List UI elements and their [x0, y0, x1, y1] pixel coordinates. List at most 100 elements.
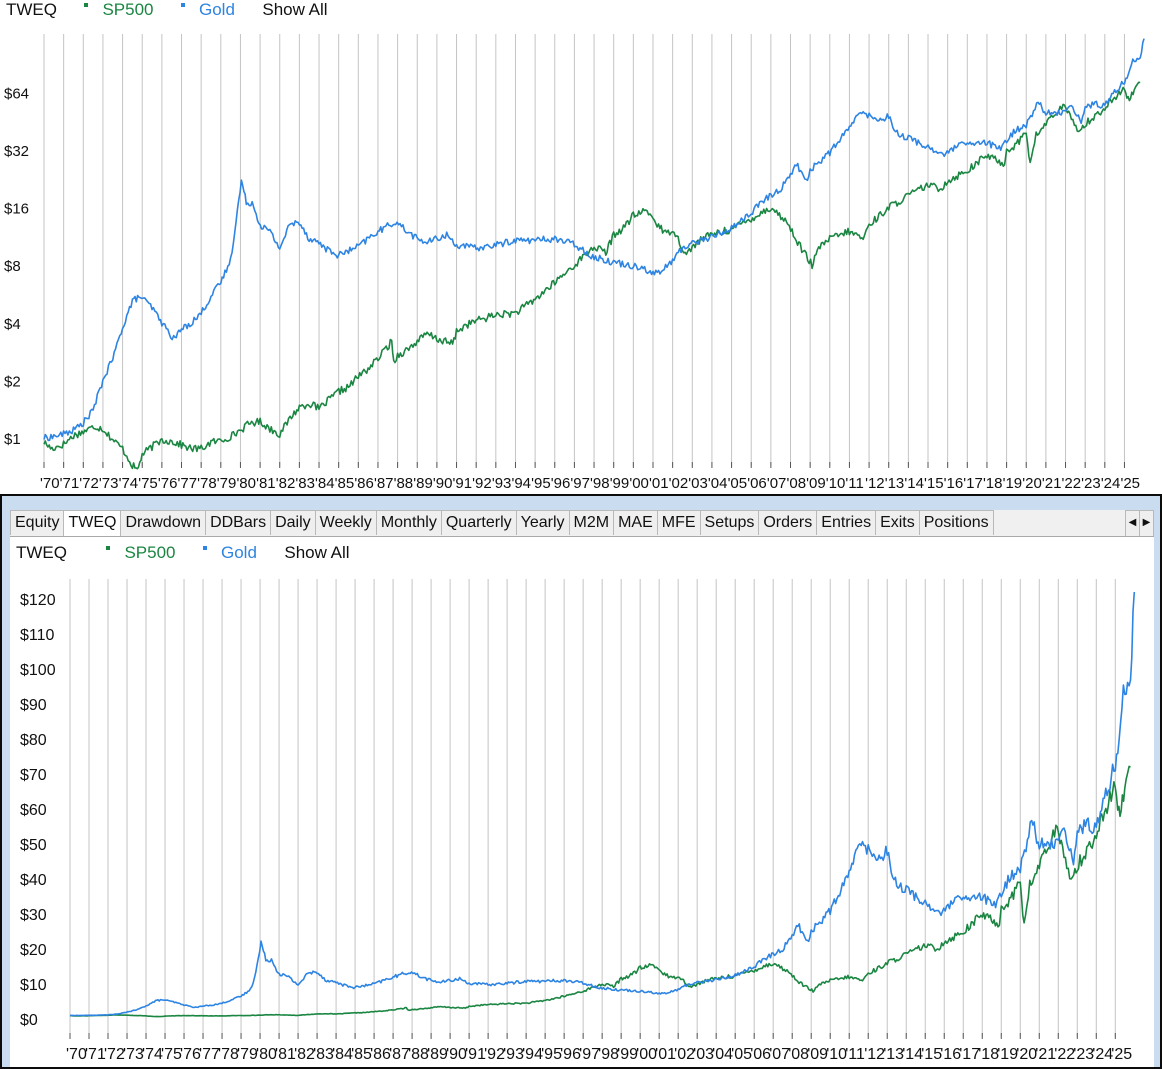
y-tick-label: $100 — [20, 662, 56, 679]
tab-yearly[interactable]: Yearly — [515, 510, 570, 535]
y-tick-label: $8 — [4, 258, 21, 275]
x-tick-label: '15 — [921, 1046, 942, 1063]
tab-setups[interactable]: Setups — [699, 510, 760, 535]
x-tick-label: '86 — [354, 475, 374, 492]
x-tick-label: '73 — [99, 475, 119, 492]
series-line-sp500 — [43, 81, 1141, 470]
x-tick-label: '96 — [560, 1046, 581, 1063]
tab-exits[interactable]: Exits — [875, 510, 920, 535]
x-tick-label: '87 — [374, 475, 394, 492]
x-tick-label: '71 — [85, 1046, 106, 1063]
x-tick-label: '84 — [332, 1046, 353, 1063]
tab-ddbars[interactable]: DDBars — [205, 510, 272, 535]
y-tick-label: $2 — [4, 373, 21, 390]
y-tick-label: $0 — [20, 1012, 38, 1029]
x-tick-label: '89 — [413, 475, 433, 492]
show-all-button[interactable]: Show All — [262, 0, 328, 19]
x-tick-label: '72 — [104, 1046, 125, 1063]
tab-daily[interactable]: Daily — [270, 510, 316, 535]
y-tick-label: $20 — [20, 942, 47, 959]
tab-mfe[interactable]: MFE — [656, 510, 701, 535]
x-tick-label: '92 — [472, 475, 492, 492]
x-tick-label: '76 — [180, 1046, 201, 1063]
x-tick-label: '13 — [883, 1046, 904, 1063]
tab-mae[interactable]: MAE — [613, 510, 658, 535]
x-tick-label: '04 — [712, 1046, 733, 1063]
x-tick-label: '22 — [1062, 475, 1082, 492]
x-tick-label: '93 — [492, 475, 512, 492]
x-tick-label: '14 — [904, 475, 924, 492]
x-tick-label: '18 — [983, 475, 1003, 492]
y-tick-label: $70 — [20, 767, 47, 784]
x-tick-label: '11 — [845, 1046, 865, 1063]
x-tick-label: '09 — [806, 475, 826, 492]
x-tick-label: '88 — [408, 1046, 429, 1063]
x-tick-label: '78 — [218, 1046, 239, 1063]
series-line-sp500 — [69, 765, 1131, 1018]
x-tick-label: '20 — [1022, 475, 1042, 492]
x-tick-label: '84 — [315, 475, 335, 492]
legend-sp500[interactable]: SP500 — [102, 0, 154, 19]
y-tick-label: $90 — [20, 697, 47, 714]
x-tick-label: '02 — [674, 1046, 695, 1063]
legend-sp500[interactable]: SP500 — [124, 543, 176, 562]
x-tick-label: '82 — [276, 475, 296, 492]
sp500-swatch-icon — [106, 546, 111, 550]
tab-positions[interactable]: Positions — [918, 510, 994, 535]
x-tick-label: '12 — [864, 1046, 885, 1063]
tab-m2m[interactable]: M2M — [568, 510, 615, 535]
x-tick-label: '06 — [747, 475, 767, 492]
x-tick-label: '98 — [598, 1046, 619, 1063]
tab-monthly[interactable]: Monthly — [375, 510, 442, 535]
x-tick-label: '05 — [728, 475, 748, 492]
tab-entries[interactable]: Entries — [816, 510, 877, 535]
legend-gold[interactable]: Gold — [198, 0, 235, 19]
tab-tweq[interactable]: TWEQ — [63, 510, 122, 536]
x-tick-label: '03 — [693, 1046, 714, 1063]
x-tick-label: '70 — [40, 475, 60, 492]
x-tick-label: '06 — [750, 1046, 771, 1063]
top-legend: TWEQ SP500 Gold Show All — [6, 0, 328, 20]
tab-scroll-right-icon[interactable]: ▶ — [1139, 510, 1154, 536]
y-tick-label: $120 — [20, 592, 56, 609]
x-tick-label: '00 — [629, 475, 649, 492]
x-tick-label: '17 — [963, 475, 983, 492]
x-tick-label: '16 — [944, 475, 964, 492]
x-tick-label: '16 — [940, 1046, 961, 1063]
tab-weekly[interactable]: Weekly — [314, 510, 377, 535]
x-tick-label: '07 — [767, 475, 787, 492]
y-tick-label: $16 — [4, 201, 29, 218]
x-tick-label: '97 — [570, 475, 590, 492]
x-tick-label: '21 — [1042, 475, 1062, 492]
tab-orders[interactable]: Orders — [758, 510, 818, 535]
y-tick-label: $32 — [4, 143, 29, 160]
y-tick-label: $1 — [4, 431, 21, 448]
x-tick-label: '02 — [669, 475, 689, 492]
y-tick-label: $10 — [20, 977, 47, 994]
x-tick-label: '72 — [79, 475, 99, 492]
y-tick-label: $110 — [20, 627, 55, 644]
gold-swatch-icon — [202, 546, 207, 550]
x-tick-label: '04 — [708, 475, 728, 492]
tab-bar: Equity TWEQ Drawdown DDBars Daily Weekly Month… — [10, 510, 1154, 537]
tab-scroll-left-icon[interactable]: ◀ — [1125, 510, 1140, 536]
y-tick-label: $64 — [4, 85, 29, 102]
x-tick-label: '25 — [1120, 475, 1140, 492]
tab-drawdown[interactable]: Drawdown — [120, 510, 207, 535]
top-log-chart: '70'71'72'73'74'75'76'77'78'79'80'81'82 '… — [4, 34, 1145, 492]
x-tick-label: '85 — [335, 475, 355, 492]
x-tick-label: '77 — [199, 1046, 220, 1063]
x-tick-label: '94 — [511, 475, 531, 492]
x-tick-label: '70 — [66, 1046, 87, 1063]
tab-quarterly[interactable]: Quarterly — [440, 510, 517, 535]
x-tick-label: '74 — [119, 475, 139, 492]
x-tick-label: '83 — [295, 475, 315, 492]
x-tick-label: '21 — [1035, 1046, 1056, 1063]
x-tick-label: '80 — [256, 1046, 277, 1063]
x-tick-label: '74 — [142, 1046, 163, 1063]
show-all-button[interactable]: Show All — [284, 543, 350, 562]
tab-equity[interactable]: Equity — [10, 510, 65, 535]
x-tick-label: '99 — [617, 1046, 638, 1063]
y-tick-label: $40 — [20, 872, 47, 889]
legend-gold[interactable]: Gold — [220, 543, 257, 562]
